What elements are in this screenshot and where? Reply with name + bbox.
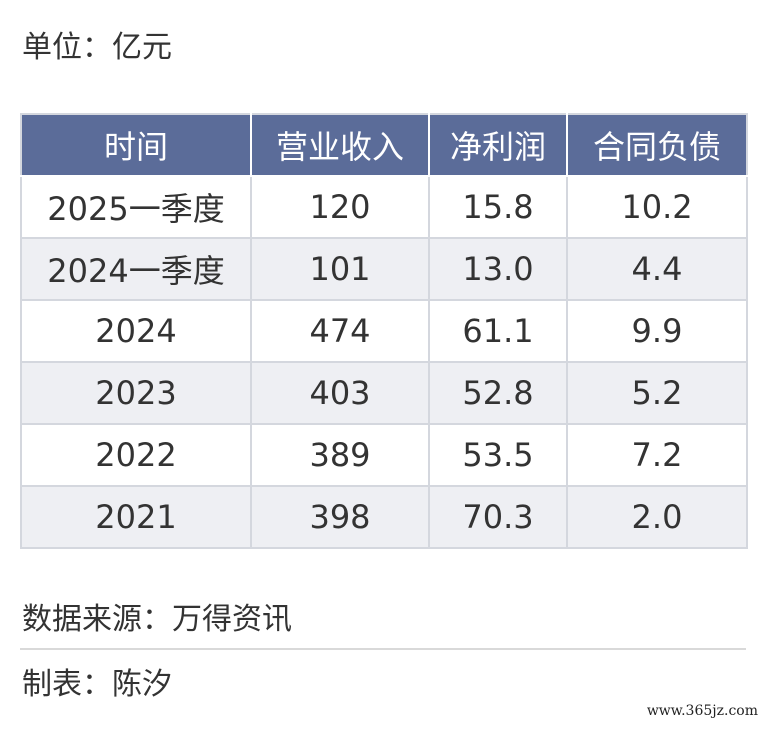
header-revenue: 营业收入 [250, 113, 430, 177]
cell-net-profit: 52.8 [428, 361, 568, 425]
unit-label: 单位：亿元 [22, 30, 172, 65]
cell-time: 2025一季度 [20, 175, 252, 239]
divider [20, 648, 746, 650]
cell-revenue: 474 [250, 299, 430, 363]
cell-contract-liabilities: 2.0 [566, 485, 748, 549]
table-row: 2025一季度 120 15.8 10.2 [20, 175, 748, 239]
cell-revenue: 389 [250, 423, 430, 487]
cell-net-profit: 70.3 [428, 485, 568, 549]
cell-contract-liabilities: 7.2 [566, 423, 748, 487]
data-table: 时间 营业收入 净利润 合同负债 2025一季度 120 15.8 10.2 2… [20, 113, 748, 549]
cell-net-profit: 13.0 [428, 237, 568, 301]
table-row: 2023 403 52.8 5.2 [20, 361, 748, 425]
header-net-profit: 净利润 [428, 113, 568, 177]
author-label: 制表：陈汐 [22, 667, 172, 702]
table-header-row: 时间 营业收入 净利润 合同负债 [20, 113, 748, 177]
table-row: 2024一季度 101 13.0 4.4 [20, 237, 748, 301]
cell-revenue: 101 [250, 237, 430, 301]
cell-net-profit: 61.1 [428, 299, 568, 363]
cell-time: 2024 [20, 299, 252, 363]
cell-contract-liabilities: 5.2 [566, 361, 748, 425]
cell-contract-liabilities: 10.2 [566, 175, 748, 239]
cell-revenue: 120 [250, 175, 430, 239]
header-time: 时间 [20, 113, 252, 177]
cell-net-profit: 53.5 [428, 423, 568, 487]
cell-revenue: 403 [250, 361, 430, 425]
cell-contract-liabilities: 9.9 [566, 299, 748, 363]
cell-time: 2022 [20, 423, 252, 487]
header-contract-liabilities: 合同负债 [566, 113, 748, 177]
table-row: 2021 398 70.3 2.0 [20, 485, 748, 549]
source-label: 数据来源：万得资讯 [22, 602, 292, 637]
table-row: 2022 389 53.5 7.2 [20, 423, 748, 487]
cell-time: 2023 [20, 361, 252, 425]
cell-time: 2024一季度 [20, 237, 252, 301]
table-row: 2024 474 61.1 9.9 [20, 299, 748, 363]
watermark: www.365jz.com [646, 703, 758, 719]
cell-time: 2021 [20, 485, 252, 549]
cell-net-profit: 15.8 [428, 175, 568, 239]
cell-contract-liabilities: 4.4 [566, 237, 748, 301]
cell-revenue: 398 [250, 485, 430, 549]
